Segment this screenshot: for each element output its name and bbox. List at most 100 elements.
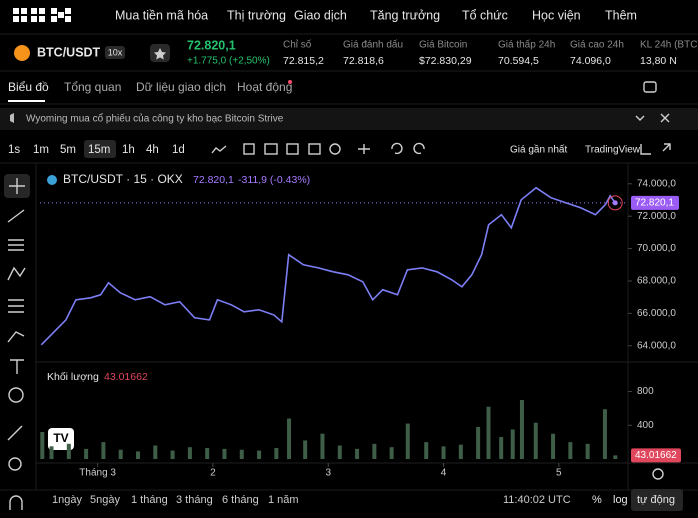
stat-value: 13,80 N bbox=[640, 55, 677, 67]
leverage-badge bbox=[105, 46, 125, 59]
tab[interactable]: Biểu đồ bbox=[8, 80, 49, 94]
stat-label: Giá Bitcoin bbox=[419, 40, 467, 51]
interval[interactable]: 1s bbox=[8, 144, 20, 156]
interval[interactable]: 1h bbox=[122, 144, 135, 156]
nav-item[interactable]: Học viện bbox=[532, 8, 581, 22]
megaphone-icon bbox=[10, 113, 14, 123]
volume-bar bbox=[476, 426, 481, 459]
volume-title: Khối lượng bbox=[47, 371, 99, 383]
stat-value: 74.096,0 bbox=[570, 55, 611, 67]
volume-bar bbox=[405, 423, 410, 459]
volume-bar bbox=[510, 429, 515, 459]
y-tick-label: 66.000,0 bbox=[637, 308, 676, 319]
volume-bar bbox=[205, 448, 210, 459]
interval[interactable]: 1d bbox=[172, 144, 185, 156]
news[interactable]: Wyoming mua cổ phiếu của công ty kho bạc… bbox=[26, 113, 284, 125]
volume-last-label: 43.01662 bbox=[635, 450, 677, 461]
nav-item[interactable]: Mua tiền mã hóa bbox=[115, 8, 208, 22]
chart-title: BTC/USDT · 15 · OKX bbox=[63, 172, 183, 186]
interval[interactable]: 1m bbox=[33, 144, 49, 156]
tab[interactable]: Tổng quan bbox=[64, 80, 121, 94]
stat-value: 70.594,5 bbox=[498, 55, 539, 67]
news-bar[interactable] bbox=[0, 108, 698, 130]
volume-tick-label: 400 bbox=[637, 420, 654, 431]
volume-bar bbox=[274, 448, 279, 459]
volume-bar bbox=[585, 443, 590, 459]
stat-label: Giá cao 24h bbox=[570, 40, 624, 51]
range-button[interactable]: 1 năm bbox=[268, 494, 299, 506]
clock: 11:40:02 UTC bbox=[503, 494, 571, 506]
y-tick-label: 64.000,0 bbox=[637, 340, 676, 351]
expand-icon[interactable] bbox=[635, 115, 645, 121]
logo[interactable] bbox=[13, 8, 71, 22]
volume-bar bbox=[239, 449, 244, 459]
interval[interactable]: 4h bbox=[146, 144, 159, 156]
scale-button[interactable]: % bbox=[592, 494, 602, 506]
range-button[interactable]: 1 tháng bbox=[131, 494, 168, 506]
star-icon bbox=[154, 48, 166, 60]
volume-bar bbox=[372, 443, 377, 459]
scale-button[interactable]: log bbox=[613, 494, 628, 506]
btc-icon bbox=[14, 45, 30, 61]
stat-label: KL 24h (BTC) bbox=[640, 40, 698, 51]
close-icon[interactable] bbox=[660, 113, 670, 123]
settings-icon[interactable] bbox=[652, 468, 664, 480]
nav-item[interactable]: Giao dịch bbox=[294, 8, 347, 22]
price-line bbox=[40, 186, 616, 346]
range-button[interactable]: 1ngày bbox=[52, 494, 82, 506]
volume-bar bbox=[170, 450, 175, 459]
range-button[interactable]: 6 tháng bbox=[222, 494, 259, 506]
nav-item[interactable]: Thị trường bbox=[227, 8, 286, 22]
view-select[interactable]: TradingView bbox=[585, 145, 641, 156]
volume-bar bbox=[101, 442, 106, 459]
volume-bar bbox=[519, 399, 524, 459]
price-change: +1.775,0 (+2,50%) bbox=[187, 56, 270, 67]
last-price-tag-label: 72.820,1 bbox=[635, 198, 674, 209]
tab[interactable]: Dữ liệu giao dịch bbox=[136, 80, 226, 94]
volume-bar bbox=[533, 422, 538, 459]
interval[interactable]: 5m bbox=[60, 144, 76, 156]
stat-label: Giá đánh dấu bbox=[343, 39, 403, 51]
svg-text:TV: TV bbox=[53, 431, 68, 445]
scale-button[interactable]: tự động bbox=[637, 494, 675, 506]
volume-bar bbox=[49, 446, 54, 459]
nav-item[interactable]: Tăng trưởng bbox=[370, 8, 440, 22]
volume-last-tag bbox=[631, 448, 681, 463]
leverage: 10x bbox=[108, 47, 123, 57]
x-tick-label: Tháng 3 bbox=[79, 468, 116, 479]
range-button[interactable]: 5ngày bbox=[90, 494, 120, 506]
last-price: 72.820,1 bbox=[187, 38, 236, 52]
y-tick-label: 74.000,0 bbox=[637, 178, 676, 189]
nav-item[interactable]: Thêm bbox=[605, 8, 637, 22]
volume-bar bbox=[118, 449, 123, 459]
stat-label: Chỉ số bbox=[283, 39, 312, 51]
active-interval bbox=[84, 140, 116, 158]
volume-value: 43.01662 bbox=[104, 371, 148, 383]
chart-tools[interactable] bbox=[211, 142, 671, 155]
pair[interactable]: BTC/USDT bbox=[37, 45, 101, 59]
volume-bar bbox=[389, 447, 394, 459]
nav-item[interactable]: Tổ chức bbox=[462, 8, 508, 22]
volume-bar bbox=[153, 445, 158, 459]
volume-bar bbox=[486, 406, 491, 459]
auto-scale-button[interactable] bbox=[631, 489, 683, 511]
stat-value: 72.818,6 bbox=[343, 55, 384, 67]
tab[interactable]: Hoạt động bbox=[237, 80, 292, 94]
price-source[interactable]: Giá gần nhất bbox=[510, 144, 567, 156]
x-tick-label: 5 bbox=[556, 468, 562, 479]
interval[interactable]: 15m bbox=[88, 144, 110, 156]
volume-bar bbox=[287, 418, 292, 459]
volume-bar bbox=[84, 448, 89, 459]
last-price-tag bbox=[631, 195, 679, 210]
volume-bar bbox=[499, 437, 504, 459]
layout-button[interactable] bbox=[643, 81, 657, 93]
stat-value: $72.830,29 bbox=[419, 55, 472, 67]
range-button[interactable]: 3 tháng bbox=[176, 494, 213, 506]
chart-change: -311,9 (-0.43%) bbox=[238, 174, 310, 186]
stat-value: 72.815,2 bbox=[283, 55, 324, 67]
drawing-toolbar[interactable] bbox=[4, 174, 30, 510]
